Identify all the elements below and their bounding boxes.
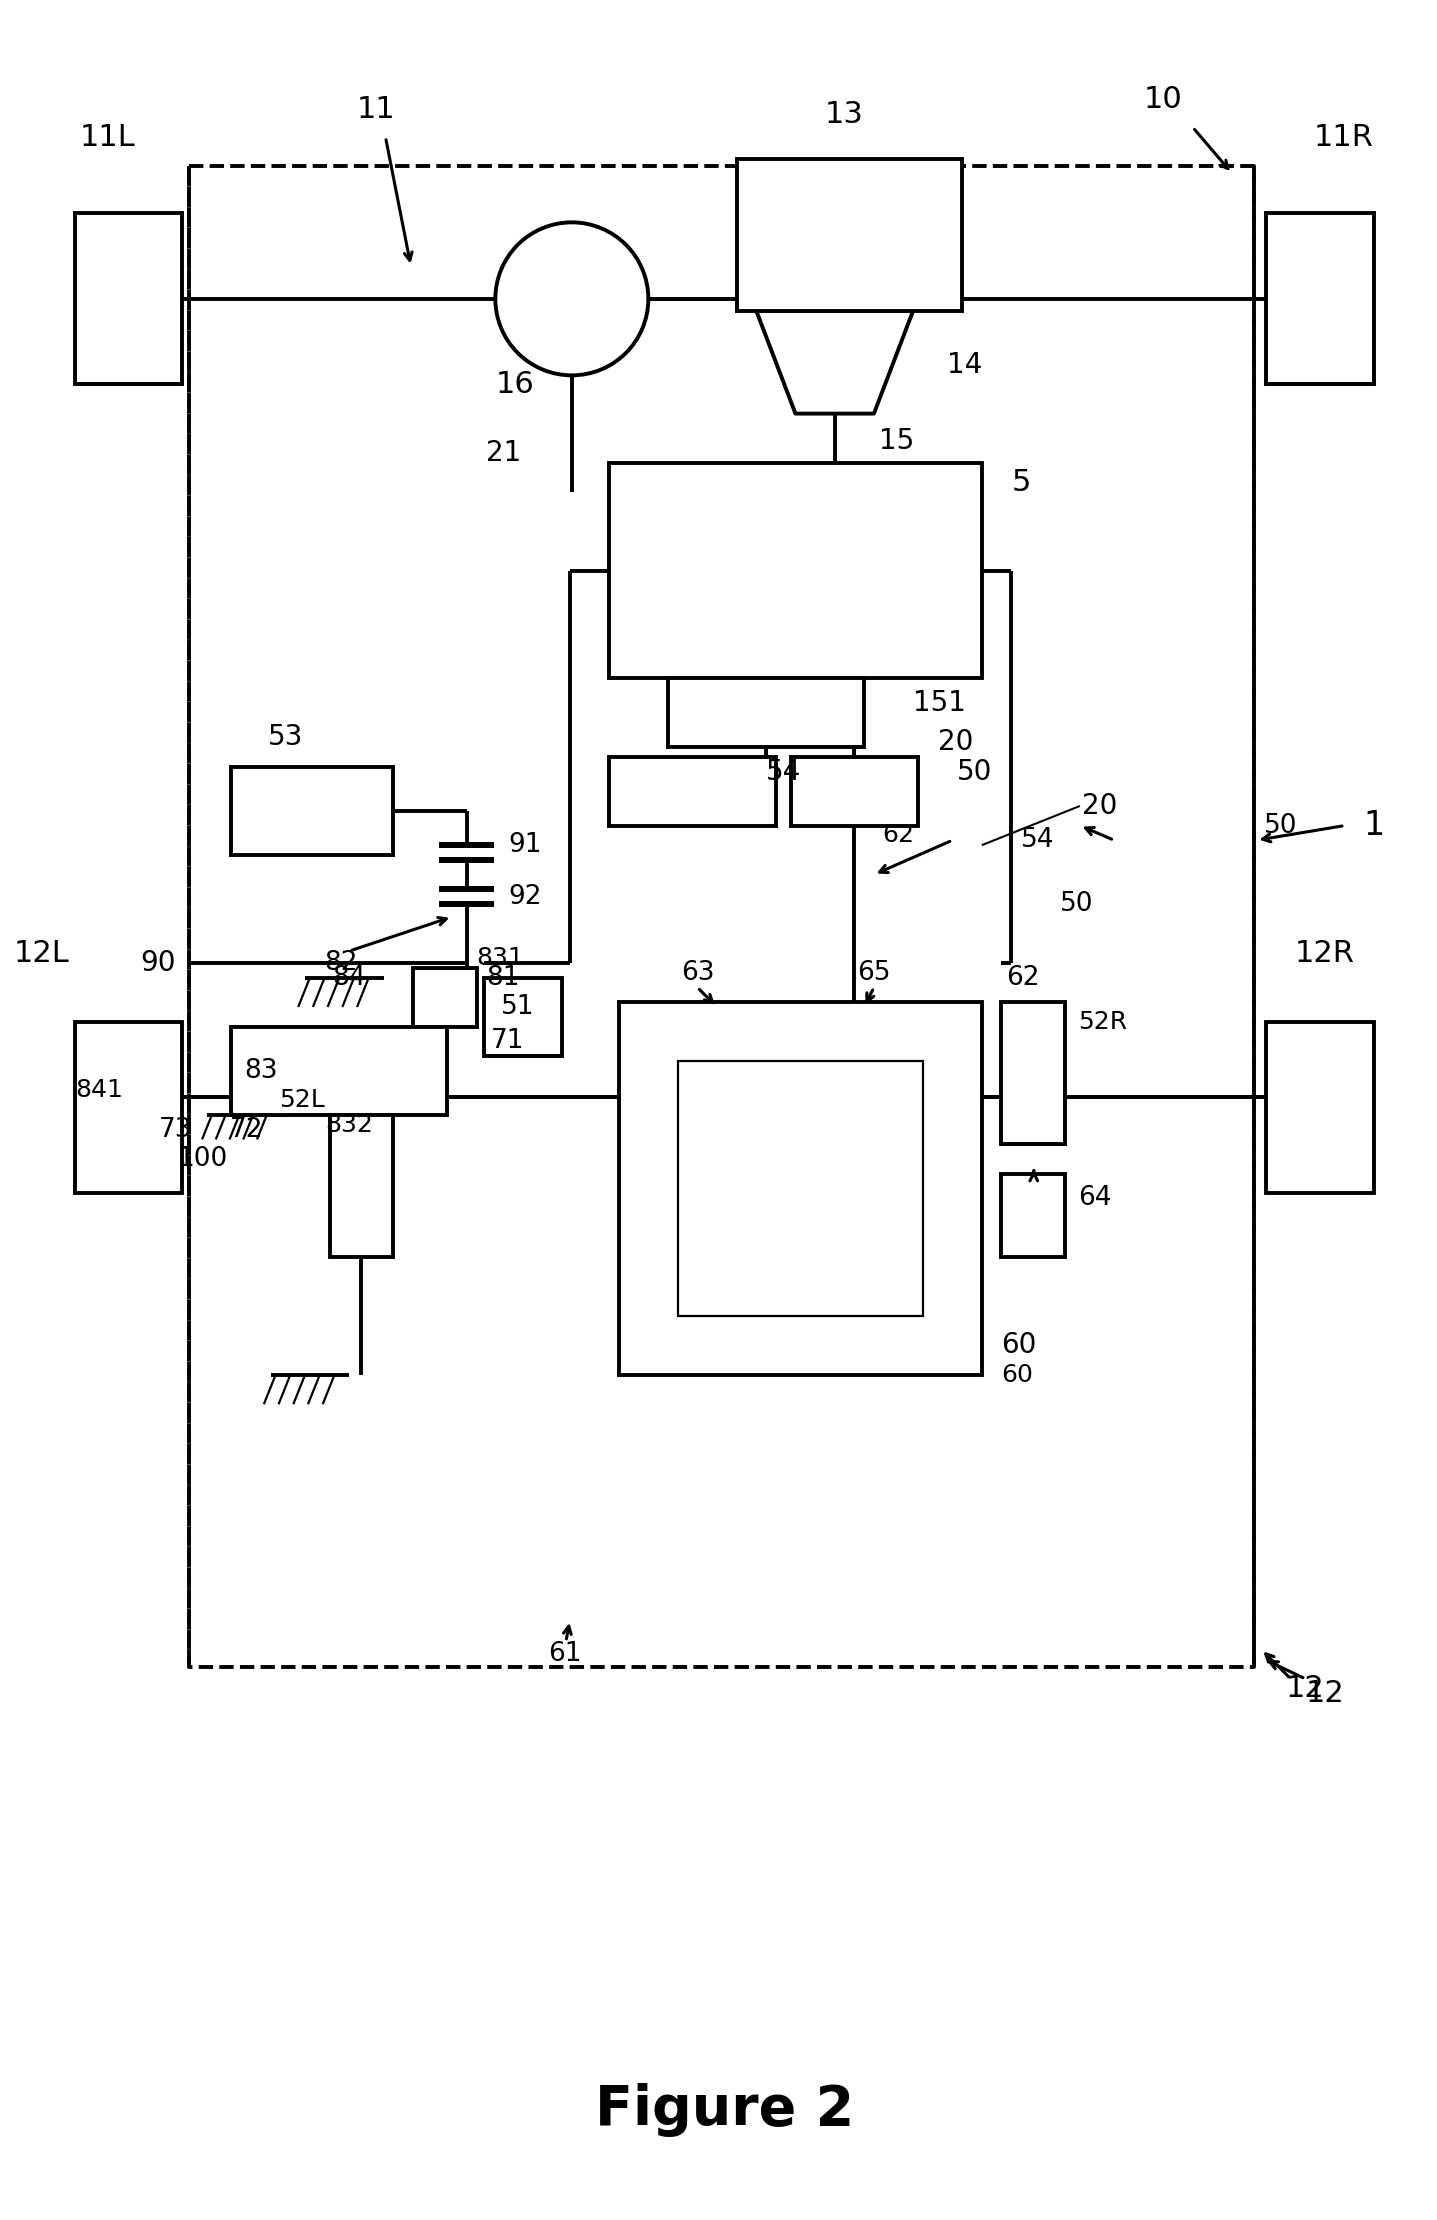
Text: 82: 82 (325, 950, 358, 977)
Bar (75, 1021, 182, 1194)
Text: 50: 50 (957, 757, 993, 786)
Text: 11R: 11R (1315, 122, 1374, 151)
Bar (619, 1001, 981, 1374)
Text: 20: 20 (1082, 793, 1117, 819)
Text: 50: 50 (1061, 890, 1094, 917)
Text: 11: 11 (356, 95, 395, 124)
Bar (1002, 1174, 1065, 1257)
Text: 71: 71 (491, 1028, 525, 1054)
Bar (484, 977, 562, 1057)
Text: 1: 1 (1364, 808, 1385, 841)
Text: 64: 64 (1078, 1185, 1111, 1212)
Bar (1266, 213, 1374, 384)
Text: 5: 5 (1012, 468, 1030, 497)
Text: 92: 92 (509, 884, 542, 910)
Text: 831: 831 (477, 946, 525, 970)
Text: 81: 81 (487, 963, 520, 990)
Text: 151: 151 (912, 688, 966, 717)
Text: 63: 63 (681, 959, 714, 986)
Text: 12R: 12R (1295, 939, 1355, 968)
Text: 91: 91 (509, 832, 542, 859)
Circle shape (496, 222, 648, 375)
Text: 73: 73 (158, 1117, 193, 1143)
Text: 832: 832 (325, 1112, 374, 1137)
Text: 62: 62 (1006, 963, 1040, 990)
Text: 84: 84 (332, 963, 366, 990)
Text: Figure 2: Figure 2 (595, 2082, 855, 2138)
Text: 90: 90 (139, 948, 175, 977)
Text: 11L: 11L (79, 122, 135, 151)
Bar (1002, 1001, 1065, 1143)
Bar (737, 158, 963, 311)
Bar (609, 757, 776, 826)
Text: 53: 53 (267, 724, 303, 750)
Text: 20: 20 (938, 728, 973, 757)
Text: 841: 841 (75, 1079, 124, 1103)
Text: 83: 83 (244, 1057, 277, 1083)
Text: 51: 51 (502, 995, 535, 1019)
Text: 21: 21 (486, 440, 520, 466)
Text: 13: 13 (825, 100, 864, 129)
Bar (231, 766, 394, 855)
Bar (678, 1061, 923, 1316)
Text: 65: 65 (858, 959, 891, 986)
Bar (1266, 1021, 1374, 1194)
Text: 54: 54 (766, 757, 802, 786)
Bar (668, 679, 864, 748)
Text: 14: 14 (947, 351, 983, 380)
Text: 52L: 52L (279, 1088, 325, 1112)
Text: 60: 60 (1002, 1363, 1033, 1388)
Text: 12: 12 (1306, 1678, 1345, 1707)
Bar (231, 1026, 447, 1114)
Text: 100: 100 (177, 1146, 227, 1172)
Text: 12: 12 (1286, 1674, 1325, 1703)
Text: 54: 54 (1022, 828, 1055, 852)
Text: 50: 50 (1265, 813, 1298, 839)
Text: 12L: 12L (14, 939, 69, 968)
Text: 15: 15 (879, 426, 914, 455)
Bar (609, 462, 981, 679)
Text: 61: 61 (547, 1641, 582, 1667)
Bar (790, 757, 918, 826)
Text: 16: 16 (496, 371, 535, 400)
Text: 10: 10 (1144, 84, 1183, 113)
Bar (329, 1114, 394, 1257)
Text: 62: 62 (882, 824, 914, 848)
Text: 60: 60 (1002, 1332, 1038, 1359)
Bar (412, 968, 477, 1026)
Bar (75, 213, 182, 384)
Text: 52R: 52R (1078, 1010, 1127, 1035)
Text: 72: 72 (230, 1117, 263, 1143)
